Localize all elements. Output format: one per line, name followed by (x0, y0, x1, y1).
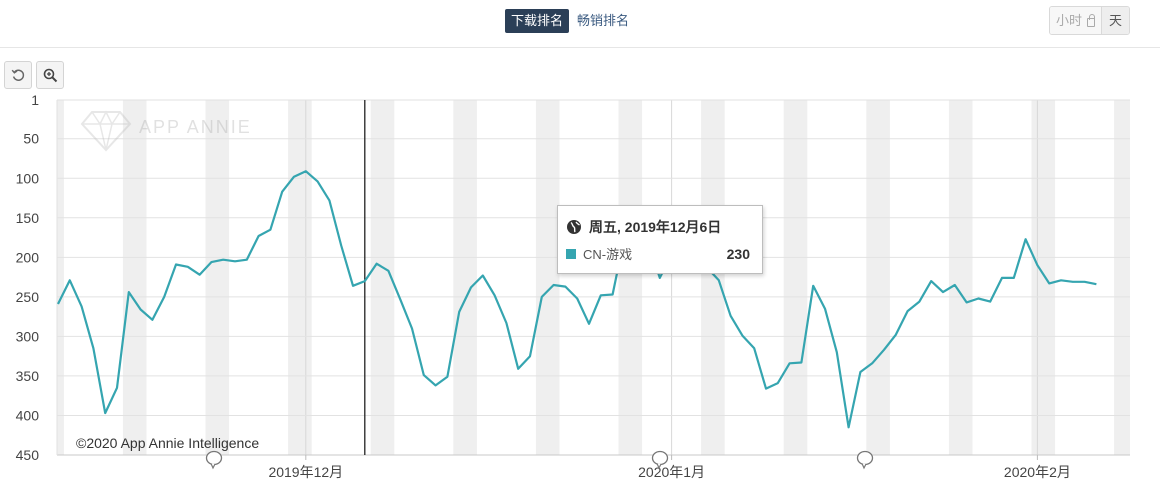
globe-icon (567, 220, 581, 234)
y-tick-label: 350 (16, 368, 40, 384)
event-bubble-icon (651, 450, 669, 470)
granularity-toggle: 小时 天 (1049, 6, 1131, 35)
x-tick-label: 2020年2月 (1004, 464, 1071, 480)
tooltip-value: 230 (726, 245, 750, 262)
weekend-band (1114, 100, 1130, 455)
tab-downloads-rank[interactable]: 下载排名 (505, 9, 570, 33)
tab-grossing-rank[interactable]: 畅销排名 (577, 13, 630, 28)
header-divider (0, 47, 1160, 48)
weekend-band (57, 100, 64, 455)
weekend-band (122, 100, 147, 455)
zoom-icon (43, 68, 57, 82)
weekend-band (1031, 100, 1056, 455)
y-tick-label: 450 (16, 447, 40, 463)
hourly-button[interactable]: 小时 (1050, 7, 1102, 34)
series-line-cn-games (57, 170, 1097, 429)
lock-icon (1087, 13, 1096, 27)
y-tick-label: 1 (31, 92, 39, 108)
weekend-band (618, 100, 643, 455)
x-axis: 2019年12月 2020年1月 2020年2月 (268, 455, 1071, 480)
weekend-band (948, 100, 973, 455)
hourly-label: 小时 (1056, 13, 1083, 28)
weekend-bands (57, 100, 1130, 455)
diamond-logo-icon (80, 110, 132, 152)
tooltip-date: 周五, 2019年12月6日 (589, 219, 722, 235)
chart-type-tabs: 下载排名 畅销排名 (505, 9, 635, 33)
y-tick-label: 50 (23, 131, 39, 147)
y-tick-label: 200 (16, 249, 40, 265)
y-tick-label: 150 (16, 210, 40, 226)
x-tick-label: 2020年1月 (638, 464, 705, 480)
y-tick-label: 400 (16, 407, 40, 423)
reset-icon (11, 69, 25, 81)
zoom-button[interactable] (36, 61, 64, 89)
weekend-band (288, 100, 312, 455)
weekend-band (370, 100, 395, 455)
watermark: APP ANNIE (80, 110, 252, 152)
watermark-text: APP ANNIE (139, 117, 252, 137)
weekend-band (866, 100, 890, 455)
y-tick-label: 250 (16, 289, 40, 305)
tooltip: 周五, 2019年12月6日 CN-游戏 230 (557, 205, 763, 274)
event-bubble-icon (856, 450, 874, 470)
weekend-band (783, 100, 808, 455)
x-tick-label: 2019年12月 (268, 464, 343, 480)
tooltip-series-name: CN-游戏 (583, 247, 633, 262)
reset-zoom-button[interactable] (4, 61, 32, 89)
grid-lines (56, 99, 1130, 456)
copyright-credit: ©2020 App Annie Intelligence (76, 435, 260, 451)
weekend-band (701, 100, 725, 455)
series-swatch (566, 248, 576, 259)
weekend-band (453, 100, 477, 455)
y-tick-label: 100 (16, 170, 40, 186)
weekend-band (205, 100, 230, 455)
daily-button[interactable]: 天 (1101, 7, 1130, 34)
event-markers (205, 450, 874, 470)
y-tick-label: 300 (16, 328, 40, 344)
weekend-band (535, 100, 560, 455)
event-bubble-icon (205, 450, 223, 470)
